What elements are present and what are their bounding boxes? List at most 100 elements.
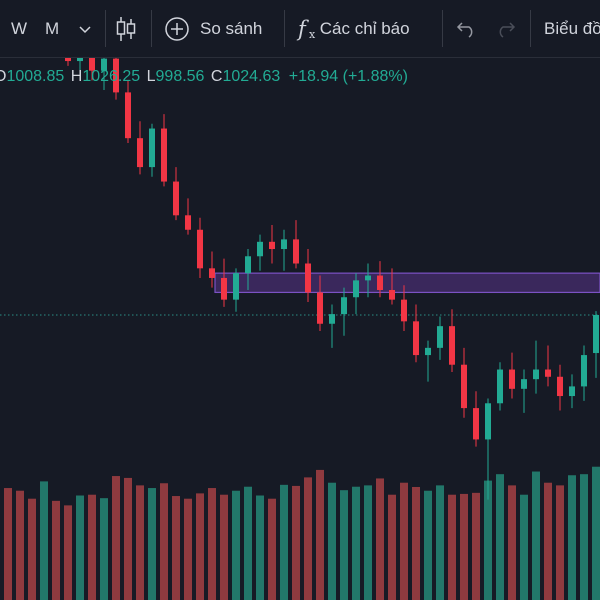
candle-body — [413, 321, 419, 356]
volume-bar — [532, 471, 540, 600]
candle-body — [533, 369, 539, 380]
interval-weekly-button[interactable]: W — [11, 0, 27, 57]
candle-body — [557, 376, 563, 397]
undo-button[interactable] — [456, 0, 478, 57]
volume-bar — [436, 485, 444, 600]
volume-bar — [148, 488, 156, 600]
volume-bar — [172, 496, 180, 600]
ohlc-low-label: L — [146, 68, 156, 85]
candle-body — [497, 369, 503, 404]
volume-bar — [76, 495, 84, 600]
candle-body — [281, 239, 287, 250]
toolbar-separator — [530, 10, 531, 47]
volume-bar — [16, 490, 24, 600]
candle-body — [425, 347, 431, 356]
volume-bar — [88, 494, 96, 600]
ohlc-close-label: C — [210, 68, 223, 85]
volume-bar — [244, 486, 252, 600]
volume-bar — [160, 483, 168, 600]
candle-body — [197, 229, 203, 269]
volume-bar — [328, 482, 336, 600]
volume-bar — [340, 490, 348, 600]
volume-bar — [52, 500, 60, 600]
ohlc-high-value: 1026.25 — [82, 68, 141, 85]
candle-body — [545, 369, 551, 377]
candle-body — [221, 277, 227, 300]
volume-bar — [580, 474, 588, 600]
volume-bar — [568, 475, 576, 600]
candle-body — [437, 326, 443, 348]
volume-bar — [592, 466, 600, 600]
volume-bar — [124, 477, 132, 600]
candle-body — [257, 241, 263, 257]
candle-body — [269, 241, 275, 250]
undo-icon — [456, 21, 473, 38]
candle-body — [209, 268, 215, 278]
candle-body — [593, 315, 599, 354]
volume-bar — [376, 478, 384, 600]
chart-templates-button[interactable]: Biểu đồ — [544, 0, 600, 57]
volume-bar — [220, 494, 228, 600]
ohlc-change-value: +18.94 — [288, 68, 339, 85]
candle-body — [65, 58, 71, 62]
volume-bar — [364, 485, 372, 600]
toolbar-separator — [442, 10, 443, 47]
volume-bar — [484, 480, 492, 600]
candle-body — [509, 369, 515, 389]
candle-body — [245, 256, 251, 274]
volume-bar — [424, 490, 432, 600]
volume-bar — [352, 486, 360, 600]
interval-monthly-label: M — [45, 18, 60, 38]
ohlc-change-percent: (+1.88%) — [342, 68, 408, 85]
volume-bar — [100, 498, 108, 600]
volume-bar — [136, 485, 144, 600]
candle-body — [113, 58, 119, 93]
volume-bar — [28, 498, 36, 600]
interval-monthly-button[interactable]: M — [45, 0, 59, 57]
volume-bar — [544, 482, 552, 600]
volume-bar — [556, 485, 564, 600]
candle-body — [569, 386, 575, 397]
compare-button[interactable]: So sánh — [164, 0, 262, 57]
volume-bar — [280, 484, 288, 600]
redo-icon — [499, 21, 516, 38]
candle-body — [149, 128, 155, 168]
price-chart[interactable] — [0, 58, 600, 600]
candle-body — [173, 181, 179, 216]
volume-bar — [448, 494, 456, 600]
candle-body — [449, 326, 455, 365]
candle-body — [233, 273, 239, 300]
ohlc-open-label: O — [0, 68, 7, 85]
volume-bar — [268, 498, 276, 600]
volume-bar — [40, 481, 48, 600]
candle-body — [581, 355, 587, 387]
ohlc-high-label: H — [70, 68, 83, 85]
chevron-down-icon — [79, 25, 91, 33]
candle-body — [137, 138, 143, 168]
candle-body — [293, 239, 299, 264]
candle-body — [329, 314, 335, 324]
volume-bar — [112, 476, 120, 600]
candle-body — [317, 292, 323, 324]
volume-bar — [208, 488, 216, 600]
ohlc-low-value: 998.56 — [155, 68, 205, 85]
candle-body — [485, 403, 491, 440]
candle-body — [377, 275, 383, 291]
volume-bar — [304, 477, 312, 600]
intervals-dropdown-button[interactable] — [78, 0, 92, 57]
indicators-label: Các chỉ báo — [319, 18, 410, 38]
candle-body — [521, 379, 527, 389]
volume-bar — [472, 492, 480, 600]
candle-body — [89, 58, 95, 71]
redo-button[interactable] — [494, 0, 516, 57]
candle-body — [353, 280, 359, 298]
candle-body — [389, 290, 395, 300]
candle-body — [161, 128, 167, 182]
candle-body — [473, 408, 479, 440]
chart-type-button[interactable] — [114, 0, 138, 57]
candle-body — [461, 364, 467, 409]
candle-body — [341, 297, 347, 315]
